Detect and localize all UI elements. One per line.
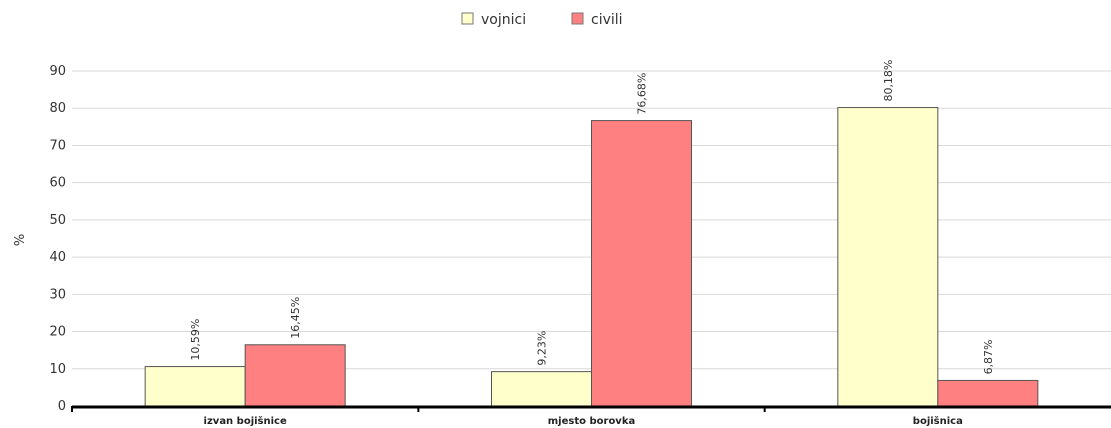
bar-vojnici-1 <box>491 371 592 407</box>
x-category-label: bojišnica <box>913 415 963 427</box>
y-tick-label: 20 <box>49 325 66 340</box>
legend-swatch-vojnici <box>461 12 474 25</box>
data-label: 76,68% <box>636 73 649 115</box>
data-label: 80,18% <box>882 60 895 102</box>
legend-label: vojnici <box>481 12 526 28</box>
y-axis-label: % <box>13 234 28 246</box>
legend-swatch-civili <box>571 12 584 25</box>
y-tick-label: 70 <box>49 138 66 153</box>
data-label: 16,45% <box>289 297 302 339</box>
y-tick-label: 80 <box>49 101 66 116</box>
y-tick-label: 30 <box>49 287 66 302</box>
data-label: 6,87% <box>982 339 995 374</box>
bar-civili-2 <box>937 379 1039 407</box>
bars: 10,59% 16,45% 9,23% 76,68% 80,18% 6,87% <box>144 60 1039 407</box>
bar-civili-1 <box>591 120 692 407</box>
legend-label: civili <box>591 12 623 28</box>
y-tick-label: 50 <box>49 213 66 228</box>
bar-civili-0 <box>244 344 346 407</box>
x-axis: izvan bojišnice mjesto borovka bojišnica <box>71 405 1111 427</box>
x-category-label: izvan bojišnice <box>204 415 287 427</box>
data-label: 9,23% <box>536 331 549 366</box>
bar-vojnici-0 <box>144 366 246 407</box>
y-tick-label: 60 <box>49 176 66 191</box>
data-label: 10,59% <box>189 319 202 361</box>
x-category-label: mjesto borovka <box>548 416 635 427</box>
y-tick-label: 10 <box>49 362 66 377</box>
bar-vojnici-2 <box>837 107 939 407</box>
y-tick-label: 0 <box>58 399 66 414</box>
y-tick-label: 40 <box>49 250 66 265</box>
legend: vojnici civili <box>461 12 623 28</box>
y-axis-ticks: 0 10 20 30 40 50 60 70 80 90 <box>49 64 66 414</box>
y-tick-label: 90 <box>49 64 66 79</box>
